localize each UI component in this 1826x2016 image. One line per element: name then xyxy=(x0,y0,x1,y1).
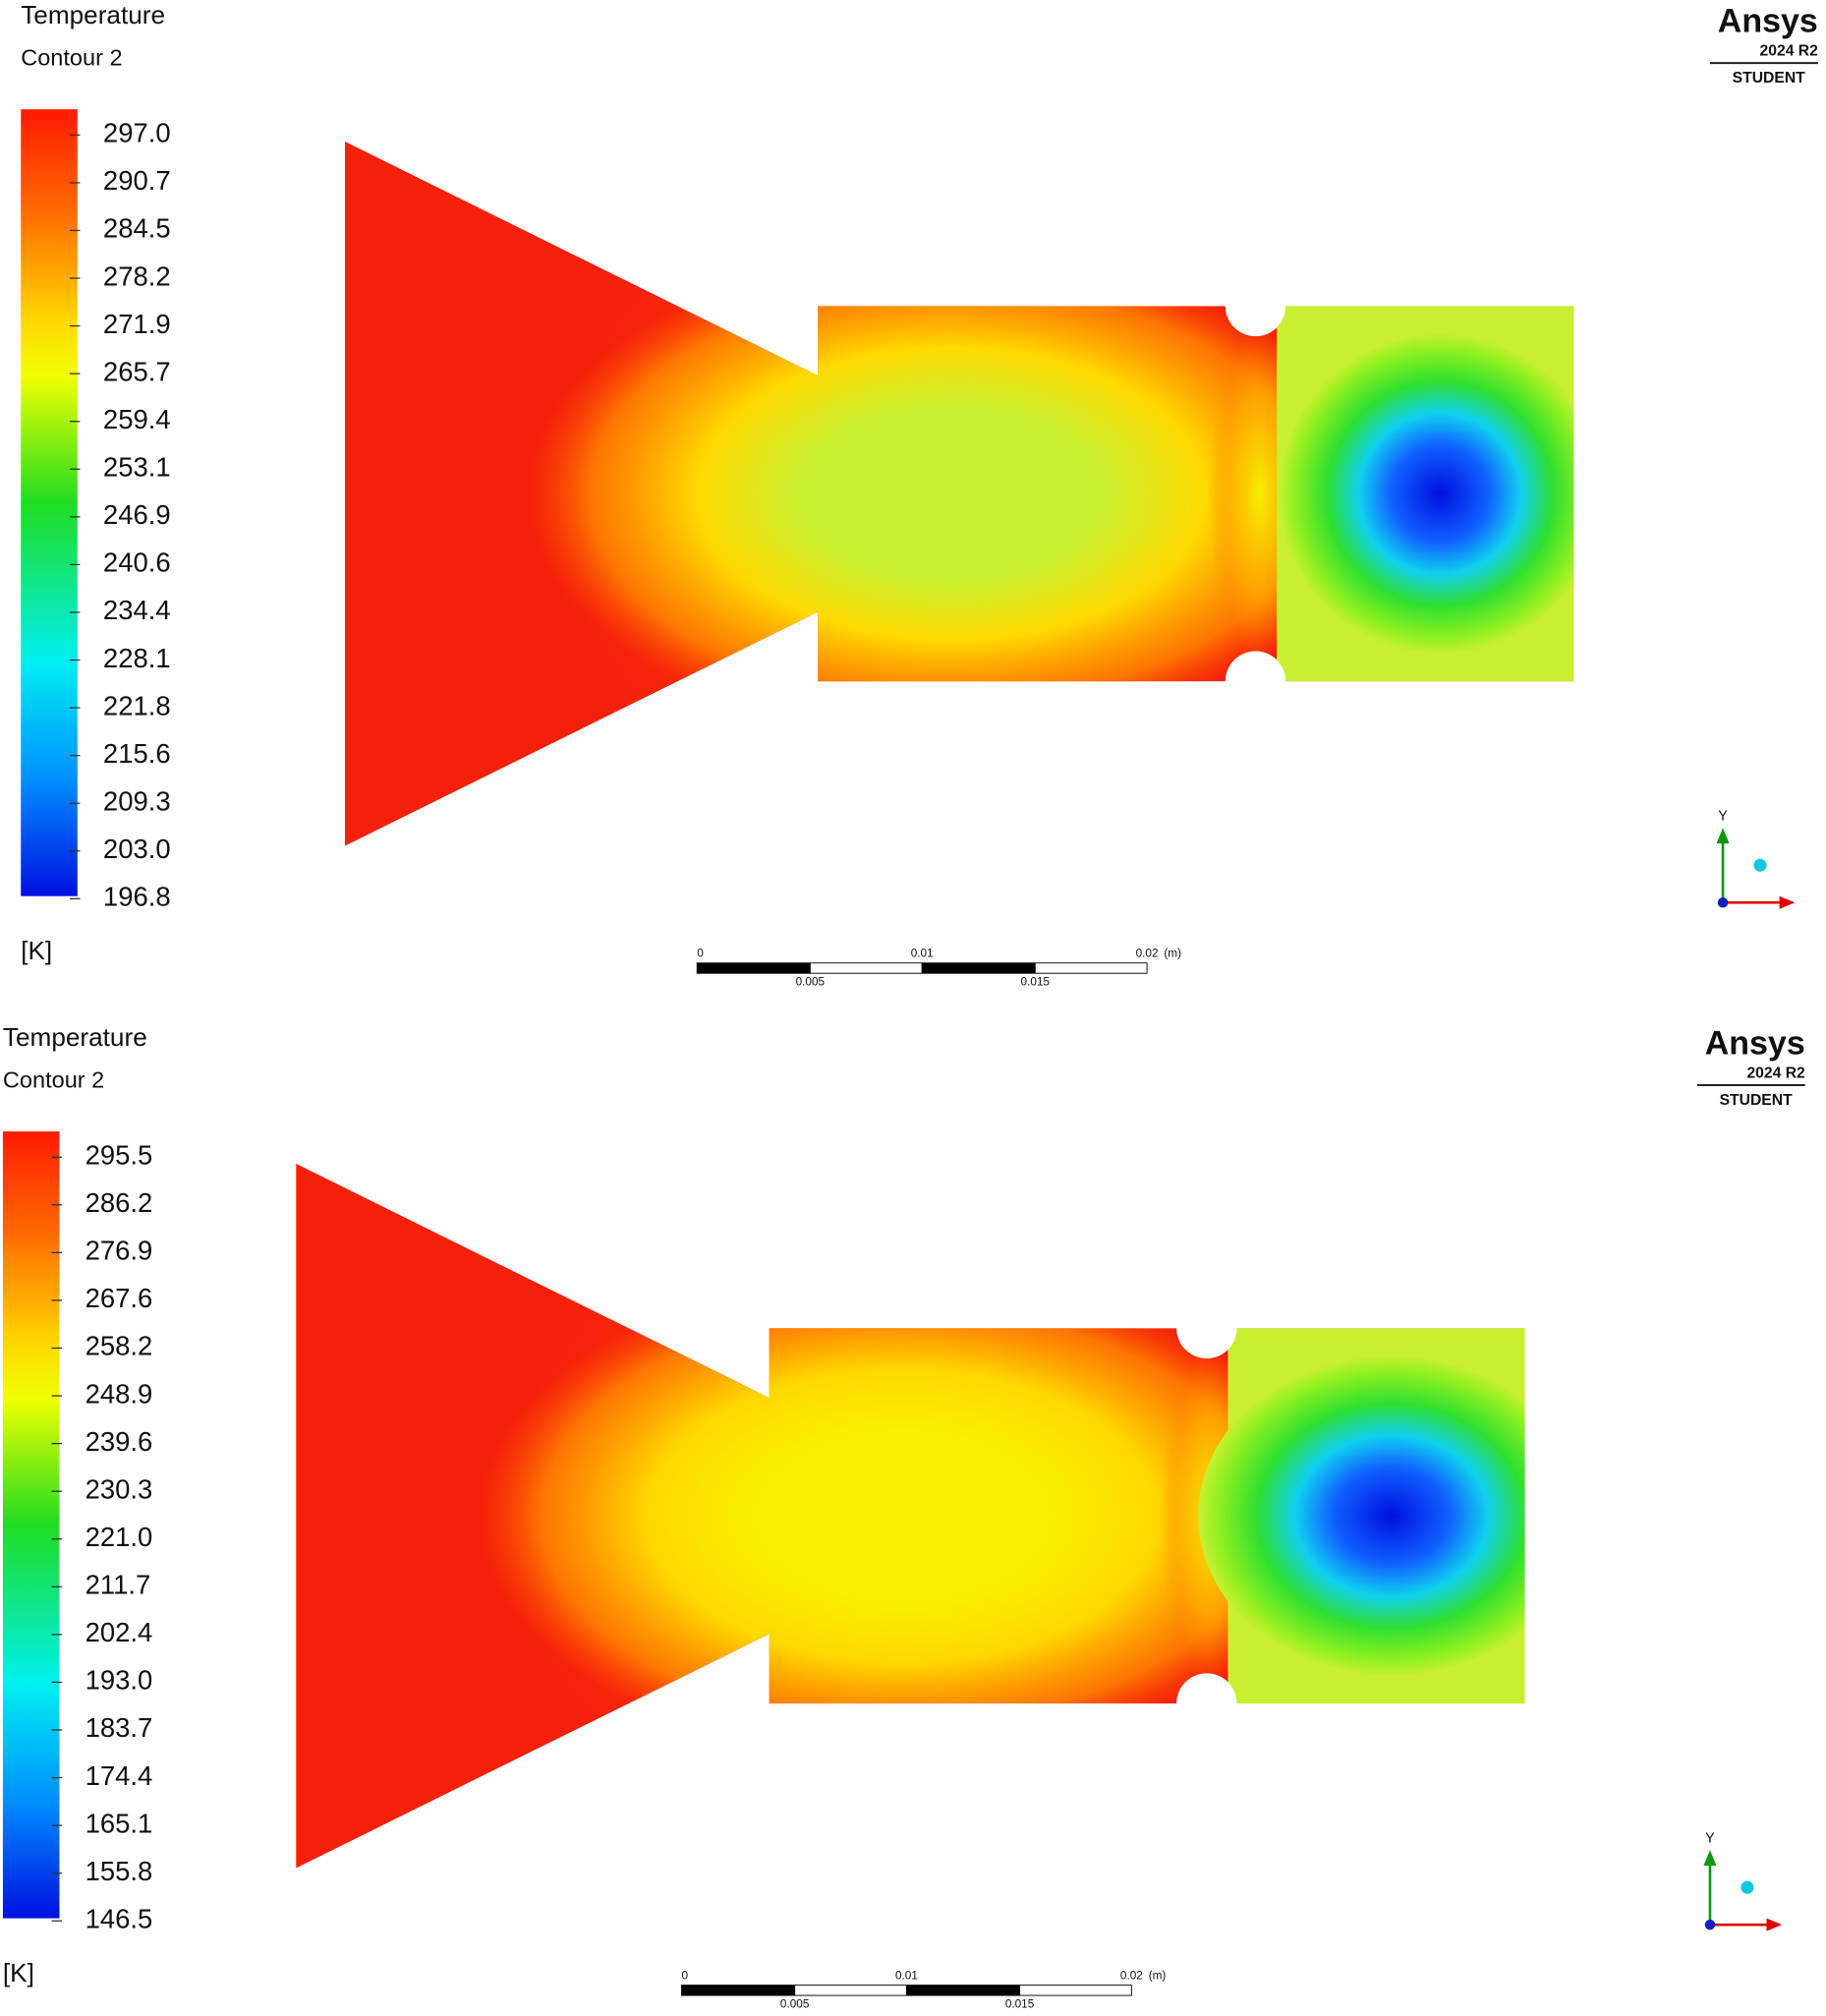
legend-label: 276.9 xyxy=(86,1236,153,1266)
legend-label: 211.7 xyxy=(86,1570,151,1600)
legend-label: 155.8 xyxy=(86,1856,153,1886)
scale-bar-label: 0 xyxy=(697,948,704,960)
legend-label: 228.1 xyxy=(103,643,171,673)
scale-bar-segment xyxy=(921,962,1036,974)
legend-subtitle: Contour 2 xyxy=(21,44,122,70)
legend-label: 183.7 xyxy=(86,1712,153,1743)
legend-label: 253.1 xyxy=(103,452,171,483)
legend-label: 209.3 xyxy=(103,785,171,816)
axis-view-dot xyxy=(1740,1880,1754,1894)
scale-bar-label: 0.02 xyxy=(1120,1970,1143,1983)
legend-label: 290.7 xyxy=(103,165,171,196)
scale-bar-label: 0.02 xyxy=(1136,948,1159,960)
axis-z xyxy=(1717,897,1729,908)
scale-bar-segment xyxy=(794,1985,907,1996)
legend-label: 297.0 xyxy=(103,118,171,148)
legend-label: 230.3 xyxy=(86,1473,153,1504)
legend-label: 286.2 xyxy=(86,1187,153,1218)
contour-chamber xyxy=(478,1271,1328,1760)
scale-bar-label: 0.015 xyxy=(1005,1997,1035,2010)
legend-label: 215.6 xyxy=(103,738,171,769)
panel: Temperature Contour 2 297.0 290.7 284.5 278.2… xyxy=(21,0,1818,988)
legend-label: 278.2 xyxy=(103,260,171,291)
colorbar xyxy=(2,1131,60,1919)
legend-label: 239.6 xyxy=(86,1426,153,1457)
scale-bar-label: 0.01 xyxy=(911,948,934,960)
axis-x-head xyxy=(1779,895,1796,909)
axis-y-head xyxy=(1703,1850,1717,1866)
legend-label: 284.5 xyxy=(103,213,171,244)
axis-view-dot xyxy=(1753,858,1767,872)
scale-bar-segment xyxy=(1019,1985,1132,1996)
logo-version: 2024 R2 xyxy=(1746,1065,1805,1081)
legend-label: 165.1 xyxy=(86,1808,153,1838)
legend-label: 259.4 xyxy=(103,404,171,434)
legend-label: 174.4 xyxy=(86,1760,153,1791)
axis-x-head xyxy=(1766,1918,1783,1931)
contour-chamber xyxy=(527,249,1376,738)
scale-bar-segment xyxy=(696,962,811,974)
scale-bar-label: 0 xyxy=(682,1970,689,1983)
legend-label: 295.5 xyxy=(86,1139,153,1170)
scale-bar-segment xyxy=(906,1985,1021,1996)
logo-brand: Ansys xyxy=(1705,1024,1805,1062)
legend-title: Temperature xyxy=(21,0,165,29)
legend-subtitle: Contour 2 xyxy=(3,1066,104,1092)
panel: Temperature Contour 2 295.5 286.2 276.9 267.6… xyxy=(2,1022,1805,2010)
legend-label: 196.8 xyxy=(103,882,171,912)
contour-plot xyxy=(296,1163,1525,1869)
legend-label: 203.0 xyxy=(103,834,171,864)
legend-label: 221.8 xyxy=(103,690,171,720)
legend-label: 246.9 xyxy=(103,499,171,530)
axis-z xyxy=(1704,1919,1716,1930)
legend-label: 193.0 xyxy=(86,1665,153,1696)
axis-label: Y xyxy=(1705,1830,1715,1846)
logo-version: 2024 R2 xyxy=(1760,42,1819,59)
axis-label: Y xyxy=(1718,808,1728,824)
contour-plot xyxy=(344,141,1574,846)
legend-label: 258.2 xyxy=(86,1331,153,1361)
legend-label: 248.9 xyxy=(86,1378,153,1409)
legend-label: 265.7 xyxy=(103,356,171,386)
logo-edition: STUDENT xyxy=(1733,70,1805,86)
scale-bar-label: 0.005 xyxy=(796,975,826,988)
legend-title: Temperature xyxy=(3,1022,147,1052)
scale-bar-label: 0.005 xyxy=(780,1997,810,2010)
scale-bar-segment xyxy=(681,1985,796,1996)
scale-bar-segment xyxy=(809,962,923,974)
legend-label: 267.6 xyxy=(86,1283,153,1313)
legend-label: 202.4 xyxy=(86,1617,153,1647)
legend-label: 240.6 xyxy=(103,547,171,578)
colorbar xyxy=(21,109,78,896)
legend-label: 234.4 xyxy=(103,595,171,625)
axis-y-head xyxy=(1716,828,1730,844)
legend-label: 221.0 xyxy=(86,1522,153,1552)
scale-bar-label: (m) xyxy=(1149,1970,1167,1983)
legend-label: 146.5 xyxy=(86,1903,153,1933)
legend-label: 271.9 xyxy=(103,309,171,339)
logo-edition: STUDENT xyxy=(1720,1092,1793,1109)
scale-bar-label: 0.015 xyxy=(1021,975,1051,988)
logo-brand: Ansys xyxy=(1718,3,1818,40)
scale-bar-label: 0.01 xyxy=(895,1970,918,1983)
unit-label: [K] xyxy=(21,936,52,965)
contour-outlet-core xyxy=(1278,332,1574,655)
unit-label: [K] xyxy=(3,1958,34,1987)
contour-outlet-core xyxy=(1198,1354,1525,1677)
scale-bar-segment xyxy=(1034,962,1148,974)
scale-bar-label: (m) xyxy=(1164,948,1181,960)
